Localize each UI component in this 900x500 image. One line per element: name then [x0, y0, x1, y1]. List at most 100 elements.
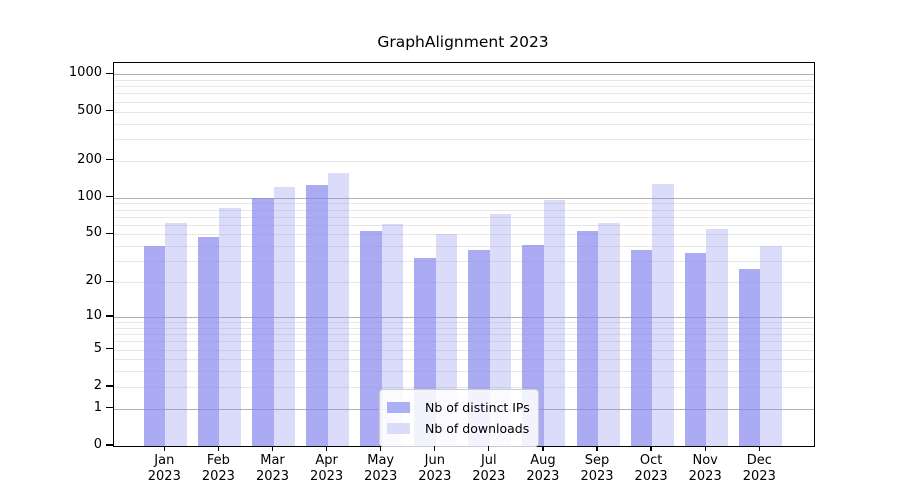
gridline-major-10	[114, 317, 814, 318]
x-tick-label-apr: Apr 2023	[310, 453, 344, 484]
y-tick-label-0: 0	[93, 437, 102, 452]
bar-distinct-ips-oct	[630, 250, 653, 446]
x-tick-aug	[542, 446, 544, 451]
legend-label-distinct-ips: Nb of distinct IPs	[425, 400, 530, 415]
x-tick-mar	[271, 446, 274, 451]
bar-downloads-feb	[219, 207, 241, 446]
gridline-minor-6	[114, 341, 814, 343]
y-tick-label-10: 10	[85, 308, 102, 323]
x-tick-oct	[650, 446, 652, 451]
gridline-minor-5	[114, 349, 814, 351]
gridline-minor-500	[114, 111, 814, 113]
y-tick-1000	[106, 72, 113, 74]
bar-downloads-apr	[327, 172, 350, 446]
y-tick-500	[106, 109, 113, 112]
y-tick-label-20: 20	[85, 273, 102, 289]
x-tick-jun	[434, 446, 436, 451]
bar-downloads-sep	[598, 223, 620, 446]
y-tick-1	[106, 407, 113, 409]
gridline-minor-20	[114, 282, 814, 284]
x-tick-may	[380, 446, 382, 451]
x-tick-label-jan: Jan 2023	[147, 453, 181, 484]
x-tick-sep	[596, 446, 598, 451]
x-tick-feb	[217, 446, 220, 451]
y-tick-200	[106, 158, 113, 161]
bar-downloads-aug	[543, 199, 566, 446]
y-tick-20	[106, 280, 113, 282]
gridline-minor-40	[114, 246, 814, 248]
legend-swatch-downloads	[387, 423, 410, 434]
gridline-minor-700	[114, 93, 814, 95]
bar-downloads-jul	[489, 214, 512, 446]
bar-downloads-nov	[706, 229, 728, 446]
gridline-minor-7	[114, 334, 814, 336]
x-tick-label-feb: Feb 2023	[201, 453, 235, 484]
gridline-minor-8	[114, 327, 814, 329]
y-tick-label-100: 100	[77, 188, 102, 204]
gridline-minor-70	[114, 216, 814, 218]
y-tick-2	[106, 385, 113, 387]
gridline-minor-90	[114, 203, 814, 205]
bar-downloads-oct	[652, 183, 674, 446]
bar-distinct-ips-sep	[576, 231, 598, 446]
x-tick-label-sep: Sep 2023	[580, 453, 614, 484]
legend-label-downloads: Nb of downloads	[425, 421, 530, 436]
x-tick-label-mar: Mar 2023	[255, 453, 290, 484]
gridline-major-1000	[114, 74, 814, 76]
legend-item-distinct-ips: Nb of distinct IPs	[387, 397, 530, 418]
y-tick-0	[106, 444, 113, 446]
gridline-minor-800	[114, 86, 814, 88]
gridline-minor-400	[114, 123, 814, 125]
gridline-minor-30	[114, 261, 814, 263]
x-tick-jul	[488, 446, 490, 451]
y-tick-label-1: 1	[93, 399, 102, 415]
gridline-minor-80	[114, 209, 814, 211]
x-tick-apr	[325, 446, 328, 451]
chart-title: GraphAlignment 2023	[377, 33, 549, 51]
y-tick-label-1000: 1000	[68, 65, 102, 81]
x-tick-label-jul: Jul 2023	[472, 453, 506, 484]
x-tick-label-aug: Aug 2023	[526, 453, 560, 484]
gridline-minor-9	[114, 322, 814, 324]
y-tick-10	[106, 315, 113, 317]
bar-distinct-ips-jan	[143, 246, 166, 446]
gridline-major-100	[114, 197, 814, 199]
x-tick-jan	[163, 446, 165, 451]
bar-distinct-ips-dec	[738, 268, 761, 446]
bar-distinct-ips-nov	[684, 253, 707, 446]
legend: Nb of distinct IPs Nb of downloads	[379, 389, 539, 447]
x-tick-dec	[758, 446, 760, 451]
x-tick-nov	[704, 446, 706, 451]
gridline-minor-60	[114, 224, 814, 226]
y-tick-100	[106, 196, 113, 198]
x-tick-label-dec: Dec 2023	[742, 453, 776, 484]
bar-distinct-ips-apr	[306, 184, 328, 446]
bar-downloads-dec	[760, 246, 782, 446]
gridline-minor-50	[114, 234, 814, 236]
bar-downloads-mar	[273, 187, 295, 446]
y-tick-label-2: 2	[93, 377, 102, 393]
y-tick-50	[106, 232, 113, 235]
bar-distinct-ips-feb	[197, 236, 220, 446]
gridline-minor-900	[114, 79, 814, 81]
y-tick-label-500: 500	[77, 102, 102, 118]
bar-distinct-ips-may	[360, 231, 382, 446]
x-tick-label-may: May 2023	[364, 453, 398, 484]
gridline-minor-200	[114, 160, 814, 162]
gridline-minor-2	[114, 386, 814, 388]
y-tick-label-200: 200	[77, 151, 102, 167]
bar-downloads-jan	[165, 223, 187, 446]
y-tick-label-50: 50	[85, 225, 102, 241]
legend-item-downloads: Nb of downloads	[387, 418, 530, 439]
x-tick-label-jun: Jun 2023	[418, 453, 452, 484]
gridline-minor-3	[114, 371, 814, 373]
legend-swatch-distinct-ips	[387, 402, 410, 413]
bar-distinct-ips-mar	[252, 197, 274, 446]
gridline-minor-4	[114, 359, 814, 361]
gridline-minor-600	[114, 101, 814, 103]
y-tick-5	[106, 347, 113, 350]
plot-area: Nb of distinct IPs Nb of downloads	[113, 62, 815, 447]
gridline-minor-300	[114, 138, 814, 140]
x-tick-label-oct: Oct 2023	[634, 453, 668, 484]
